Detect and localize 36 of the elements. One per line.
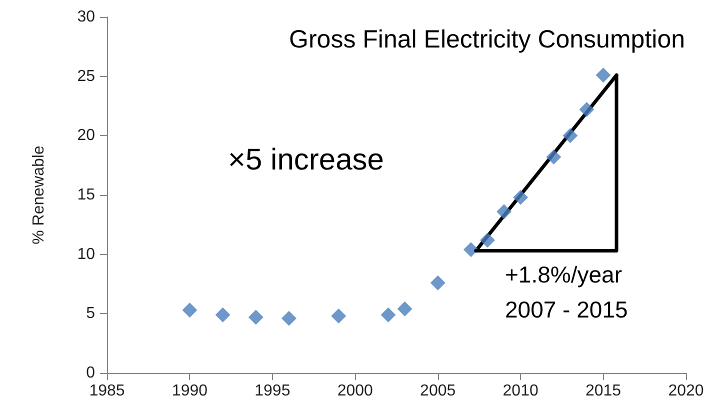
point — [463, 242, 478, 258]
x-tick-label: 2000 — [337, 382, 374, 400]
point — [596, 68, 611, 83]
point — [215, 307, 230, 322]
point — [480, 232, 495, 248]
point — [496, 204, 512, 220]
point — [397, 301, 412, 316]
y-tick-label: 20 — [77, 127, 96, 144]
y-tick-label: 10 — [77, 246, 96, 263]
x-tick-label: 2005 — [420, 382, 456, 400]
point — [579, 102, 594, 118]
annotation: 2007 - 2015 — [505, 296, 628, 322]
point — [546, 150, 562, 165]
point — [281, 310, 296, 326]
y-tick-label: 25 — [77, 68, 96, 85]
point — [513, 190, 528, 205]
y-tick-label: 5 — [86, 305, 96, 322]
x-tick-label: 2010 — [502, 382, 538, 400]
x-tick-label: 1985 — [89, 382, 125, 400]
annotation: ×5 increase — [228, 144, 384, 176]
y-tick-label: 15 — [77, 186, 96, 204]
y-axis-title: % Renewable — [30, 146, 48, 244]
x-tick-label: 1990 — [172, 382, 208, 400]
y-tick-label: 30 — [77, 8, 96, 26]
x-tick-label: 1995 — [254, 382, 290, 400]
point — [331, 308, 346, 324]
x-tick-label: 2015 — [585, 382, 622, 400]
chart-title: Gross Final Electricity Consumption — [289, 26, 686, 54]
point — [430, 275, 446, 290]
point — [248, 310, 264, 325]
point — [380, 307, 396, 322]
x-tick-label: 2020 — [668, 382, 704, 400]
point — [562, 128, 578, 144]
y-tick-label: 0 — [86, 364, 96, 382]
point — [182, 302, 198, 318]
annotation: +1.8%/year — [505, 262, 622, 288]
